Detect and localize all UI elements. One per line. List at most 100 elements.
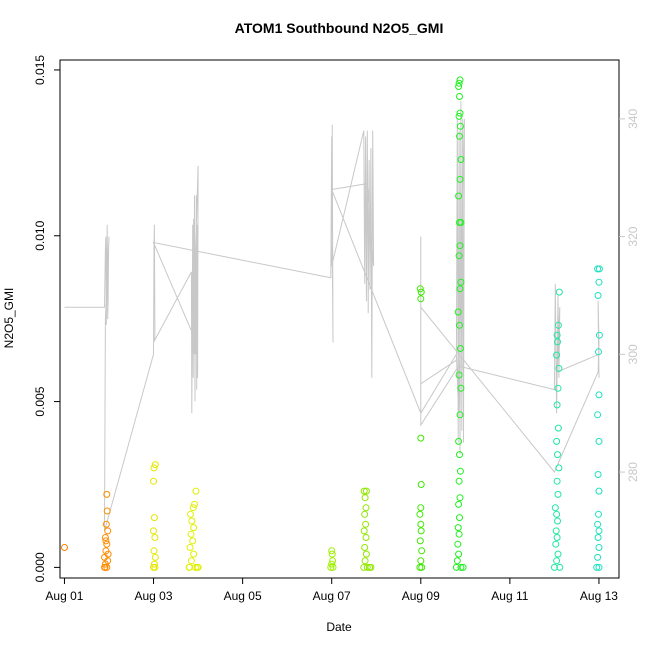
scatter-point [329,557,337,565]
scatter-point [456,467,464,475]
scatter-point [187,557,195,565]
right-y-tick-label: 340 [626,109,640,129]
scatter-point [151,534,159,541]
scatter-point [454,540,462,548]
scatter-point [418,547,426,555]
scatter-point [456,76,464,84]
x-tick-label: Aug 11 [491,589,528,603]
scatter-point [457,563,465,571]
scatter-point [456,345,464,352]
scatter-point [150,560,158,568]
scatter-point [186,544,194,551]
scatter-point [553,534,561,541]
scatter-point [456,109,464,117]
scatter-point [192,487,200,495]
scatter-point [553,557,561,565]
scatter-point [456,321,463,329]
scatter-point [455,500,463,508]
scatter-point [362,487,370,495]
scatter-point [362,504,370,512]
scatter-point [554,451,561,459]
scatter-point [456,514,463,522]
scatter-point [416,285,424,293]
scatter-point [328,550,336,558]
scatter-point [553,437,561,445]
y-tick-label: 0.000 [33,552,47,582]
scatter-point [554,550,562,558]
x-axis: Aug 01 Aug 03 Aug 05 Aug 07 Aug 09 Aug 11 Aug … [45,578,618,603]
y-tick-label: 0.005 [33,386,47,416]
scatter-point [594,471,602,478]
scatter-point [361,557,369,565]
scatter-point [551,504,559,512]
scatter-point [553,331,561,339]
scatter-point [594,534,602,541]
scatter-point [595,510,602,518]
scatter-point [452,563,460,571]
scatter-point [457,384,465,392]
scatter-point [554,384,562,392]
scatter-point [417,434,425,442]
scatter-point [455,79,463,87]
scatter-point [456,122,464,130]
scatter-point [189,504,197,512]
scatter-point [418,563,426,571]
scatter-point [417,295,425,303]
scatter-point [555,288,563,296]
scatter-point [595,487,603,495]
y-axis: 0.000 0.005 0.010 0.015 [33,55,60,582]
scatter-point [103,540,111,548]
scatter-point [417,504,425,512]
scatter-point [456,285,464,293]
scatter-point [455,550,463,558]
scatter-point [361,544,369,551]
scatter-point [328,547,336,555]
x-tick-label: Aug 05 [224,589,262,603]
scatter-point [189,537,197,545]
scatter-point [151,563,159,571]
scatter-point [595,331,603,339]
scatter-points-layer [61,76,603,571]
x-tick-label: Aug 13 [580,589,618,603]
scatter-point [595,278,603,286]
right-y-tick-label: 320 [626,226,640,246]
right-y-axis: 280 300 320 340 [619,109,640,482]
scatter-point [190,550,198,558]
plot-frame [59,59,620,579]
scatter-point [593,563,601,571]
scatter-point [101,563,109,571]
scatter-point [595,544,603,551]
scatter-point [194,563,202,571]
scatter-point [455,112,463,120]
x-axis-label: Date [326,620,352,634]
scatter-point [102,520,110,528]
scatter-point [417,481,425,488]
scatter-point [188,517,196,525]
scatter-point [104,550,112,558]
scatter-point [455,192,463,200]
right-axis-line [64,101,600,532]
scatter-point [553,401,561,409]
scatter-point [455,83,463,90]
scatter-point [552,540,560,548]
scatter-point [327,563,335,571]
scatter-point [417,520,425,528]
scatter-point [361,494,369,502]
scatter-point [595,391,603,399]
scatter-point [553,510,561,518]
scatter-point [150,527,157,535]
scatter-point [554,338,561,346]
scatter-point [150,464,158,472]
scatter-point [456,494,464,502]
scatter-point [456,451,463,459]
scatter-point [151,461,159,469]
scatter-point [595,265,603,273]
scatter-point [187,510,194,518]
scatter-point [554,517,561,525]
scatter-point [455,371,463,379]
scatter-point [417,288,425,296]
scatter-point [191,500,198,508]
x-tick-label: Aug 01 [45,589,83,603]
scatter-point [416,537,424,545]
